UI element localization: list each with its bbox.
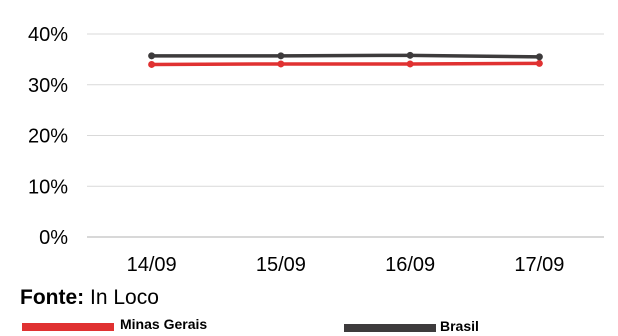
x-tick-label: 14/09 — [127, 254, 177, 276]
y-tick-label: 40% — [28, 24, 68, 46]
data-point — [277, 60, 285, 68]
x-tick-label: 17/09 — [514, 254, 564, 276]
source-label: Fonte: — [20, 286, 85, 309]
legend-label-minas-gerais: Minas Gerais — [120, 316, 208, 332]
legend-label-brasil: Brasil — [440, 318, 479, 334]
y-axis-ticks: 0% 10% 20% 30% 40% — [28, 24, 68, 249]
series-line-1 — [151, 53, 540, 59]
legend-swatch-brasil — [344, 324, 436, 332]
data-point — [535, 59, 543, 67]
series-line-0 — [151, 61, 540, 67]
line-chart: 0% 10% 20% 30% 40% 14/09 15/09 16/09 17/09 — [28, 24, 604, 276]
data-point — [148, 52, 156, 60]
data-point — [277, 52, 285, 60]
y-tick-label: 30% — [28, 75, 68, 97]
y-tick-label: 10% — [28, 176, 68, 198]
legend: Minas Gerais Brasil — [0, 314, 618, 336]
legend-swatch-minas-gerais — [22, 323, 114, 331]
x-tick-label: 16/09 — [385, 254, 435, 276]
data-point — [406, 60, 414, 68]
x-tick-label: 15/09 — [256, 254, 306, 276]
source-note: Fonte: In Loco — [20, 286, 159, 310]
grid-lines — [87, 33, 604, 238]
series-lines — [148, 51, 543, 68]
x-axis-ticks: 14/09 15/09 16/09 17/09 — [127, 254, 565, 276]
y-tick-label: 0% — [39, 227, 68, 249]
data-point — [148, 60, 156, 68]
source-value: In Loco — [90, 286, 159, 309]
data-point — [535, 53, 543, 61]
data-point — [406, 51, 414, 59]
y-tick-label: 20% — [28, 126, 68, 148]
